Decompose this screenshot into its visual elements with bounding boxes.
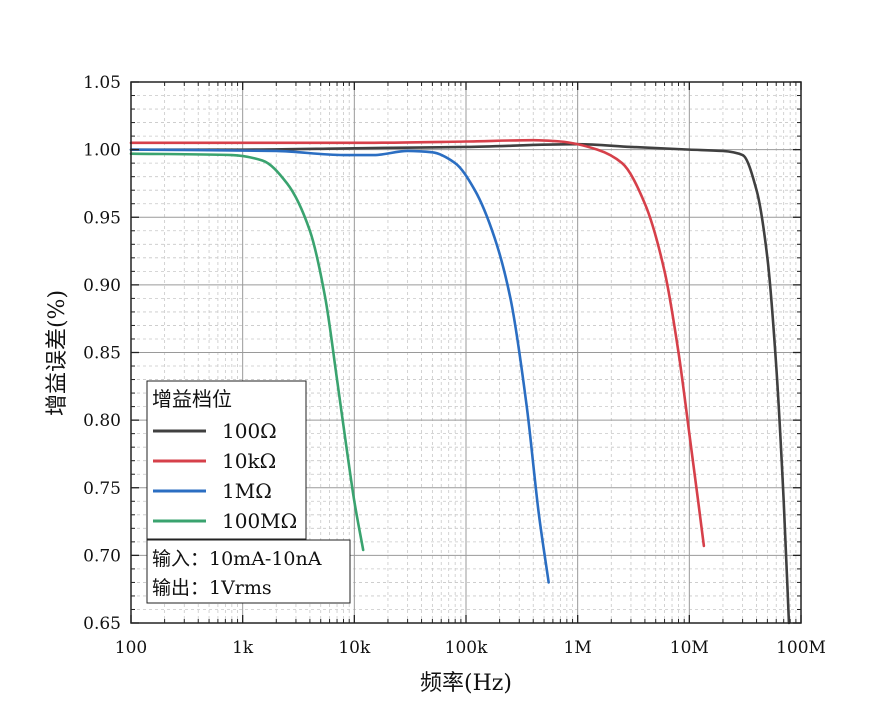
y-tick-label: 1.00 bbox=[83, 141, 121, 161]
io-note: 输入：10mA-10nA 输出：1Vrms bbox=[146, 539, 351, 604]
y-tick-label: 0.65 bbox=[83, 614, 121, 634]
y-tick-label: 0.85 bbox=[83, 344, 121, 364]
series-line-2 bbox=[129, 148, 550, 584]
legend-entries: 100Ω 10kΩ 1MΩ 100MΩ bbox=[153, 419, 297, 533]
legend-label: 100MΩ bbox=[222, 509, 297, 533]
axis-ticks bbox=[130, 81, 802, 624]
legend-label: 100Ω bbox=[222, 419, 277, 443]
x-tick-label: 1M bbox=[564, 638, 592, 658]
x-tick-label: 100 bbox=[115, 638, 147, 658]
y-tick-labels: 0.65 0.70 0.75 0.80 0.85 0.90 0.95 1.00 1.05 bbox=[83, 73, 121, 634]
y-tick-label: 0.75 bbox=[83, 479, 121, 499]
y-tick-label: 1.05 bbox=[83, 73, 121, 93]
y-tick-label: 0.70 bbox=[83, 546, 121, 566]
y-axis-title: 增益误差(%) bbox=[45, 290, 70, 416]
series-line-3 bbox=[129, 152, 365, 552]
legend-title: 增益档位 bbox=[152, 387, 232, 411]
x-axis-title: 频率(Hz) bbox=[420, 671, 512, 696]
x-tick-label: 100M bbox=[776, 638, 826, 658]
io-note-output: 输出：1Vrms bbox=[152, 577, 272, 599]
series-line-0 bbox=[129, 142, 791, 625]
y-tick-label: 0.90 bbox=[83, 276, 121, 296]
io-note-input: 输入：10mA-10nA bbox=[152, 548, 322, 570]
legend-label: 10kΩ bbox=[222, 449, 276, 473]
x-tick-label: 1k bbox=[232, 638, 254, 658]
x-tick-label: 10M bbox=[670, 638, 709, 658]
y-tick-label: 0.95 bbox=[83, 208, 121, 228]
io-note-box bbox=[146, 539, 351, 604]
legend: 增益档位 100Ω 10kΩ 1MΩ 100MΩ bbox=[146, 380, 307, 540]
y-tick-label: 0.80 bbox=[83, 411, 121, 431]
series-line-1 bbox=[129, 138, 706, 548]
x-tick-label: 10k bbox=[338, 638, 371, 658]
x-tick-labels: 100 1k 10k 100k 1M 10M 100M bbox=[115, 638, 826, 658]
series-layer bbox=[129, 138, 791, 625]
legend-label: 1MΩ bbox=[222, 479, 272, 503]
x-tick-label: 100k bbox=[445, 638, 488, 658]
